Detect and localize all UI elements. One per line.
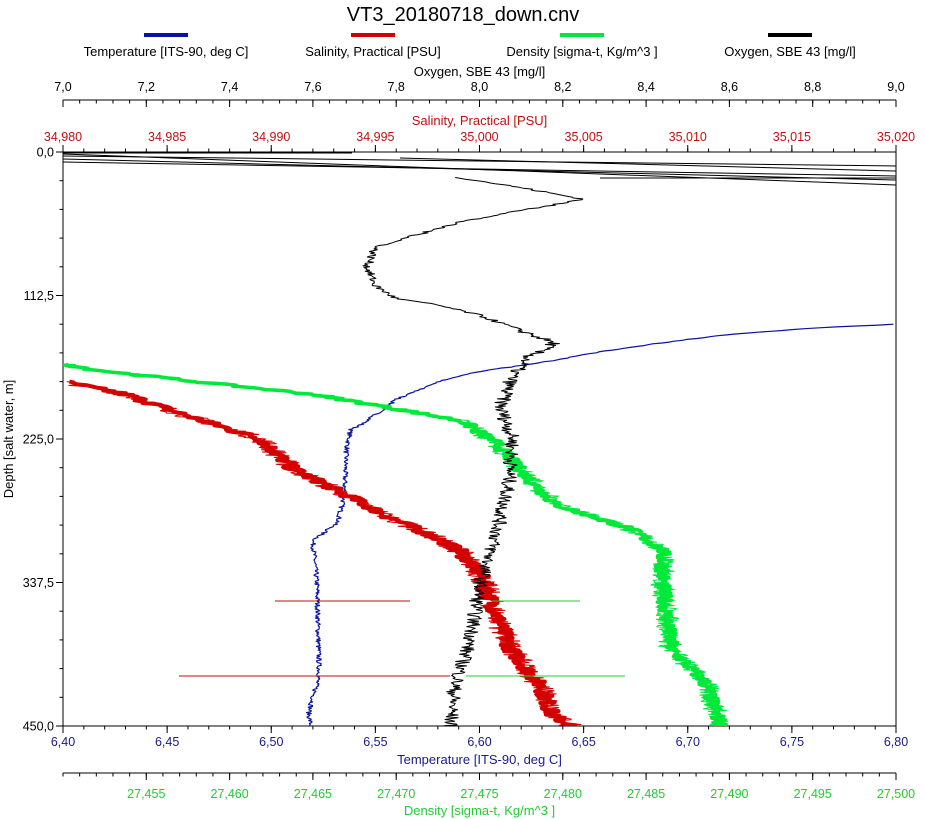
salinity-tick-label-6: 35,010 [669,130,707,144]
density-axis-title: Density [sigma-t, Kg/m^3 ] [404,803,555,818]
temperature-tick-label-0: 6,40 [51,735,75,749]
depth-tick-label-4: 450,0 [23,720,54,734]
series-salinity [66,379,582,726]
legend-label-3: Oxygen, SBE 43 [mg/l] [724,44,856,59]
density-tick-label-5: 27,480 [544,787,582,801]
density-tick-label-6: 27,485 [627,787,665,801]
legend-label-1: Salinity, Practical [PSU] [305,44,441,59]
salinity-tick-label-7: 35,015 [773,130,811,144]
surface-spikes [63,152,896,677]
plot-frame [62,151,897,727]
oxygen-tick-label-0: 7,0 [54,80,71,94]
oxygen-tick-label-9: 8,8 [804,80,821,94]
salinity-tick-label-8: 35,020 [877,130,915,144]
series-temperature [305,323,894,726]
temperature-tick-label-5: 6,65 [571,735,595,749]
oxygen-spike-4 [399,157,896,172]
oxygen-tick-label-2: 7,4 [221,80,238,94]
series-density [63,362,729,726]
salinity-tick-label-3: 34,995 [356,130,394,144]
oxygen-tick-label-7: 8,4 [637,80,654,94]
depth-tick-label-1: 112,5 [24,289,54,303]
density-tick-label-1: 27,460 [210,787,248,801]
density-tick-label-3: 27,470 [377,787,415,801]
oxygen-tick-label-10: 9,0 [887,80,904,94]
density-tick-label-2: 27,465 [294,787,332,801]
density-tick-label-0: 27,455 [127,787,165,801]
density-tick-label-9: 27,500 [877,787,915,801]
temperature-tick-label-3: 6,55 [363,735,387,749]
density-tick-label-7: 27,490 [710,787,748,801]
density-tick-label-8: 27,495 [794,787,832,801]
series-jitter-salinity [66,381,582,726]
series-line-temperature [305,323,894,726]
temperature-tick-label-6: 6,70 [676,735,700,749]
salinity-axis-title: Salinity, Practical [PSU] [412,113,548,128]
depth-tick-label-0: 0,0 [37,146,54,160]
oxygen-spike-1 [63,155,896,167]
axes: 7,0 7,2 7,4 7,6 7,8 8,0 8,2 8,4 8,6 8,8 9,0 Oxygen,… [1,64,915,818]
depth-tick-label-3: 337,5 [23,576,54,590]
temperature-axis-title: Temperature [ITS-90, deg C] [397,752,562,767]
salinity-tick-label-5: 35,005 [565,130,603,144]
temperature-tick-label-7: 6,75 [780,735,804,749]
series-line-salinity [68,379,578,726]
series-line-oxygen [362,177,584,726]
temperature-tick-label-1: 6,45 [155,735,179,749]
oxygen-spike-5 [63,153,896,186]
salinity-tick-label-0: 34,980 [44,130,82,144]
series-jitter-density [63,363,729,726]
temperature-tick-label-4: 6,60 [467,735,491,749]
oxygen-axis-title: Oxygen, SBE 43 [mg/l] [414,64,546,79]
oxygen-tick-label-1: 7,2 [138,80,155,94]
density-tick-label-4: 27,475 [460,787,498,801]
series-line-density [63,362,728,726]
depth-tick-label-2: 225,0 [23,433,54,447]
plot-area [63,152,896,726]
oxygen-tick-label-3: 7,6 [304,80,321,94]
oxygen-tick-label-5: 8,0 [471,80,488,94]
salinity-tick-label-1: 34,985 [148,130,186,144]
temperature-tick-label-2: 6,50 [259,735,283,749]
depth-axis-title: Depth [salt water, m] [1,380,16,499]
legend-label-2: Density [sigma-t, Kg/m^3 ] [506,44,657,59]
legend: Temperature [ITS-90, deg C] Salinity, Pra… [84,33,856,59]
oxygen-tick-label-4: 7,8 [388,80,405,94]
chart-title: VT3_20180718_down.cnv [347,4,579,26]
salinity-tick-label-4: 35,000 [460,130,498,144]
temperature-tick-label-8: 6,80 [884,735,908,749]
oxygen-tick-label-8: 8,6 [721,80,738,94]
legend-label-0: Temperature [ITS-90, deg C] [84,44,249,59]
series-oxygen [362,177,584,726]
salinity-tick-label-2: 34,990 [252,130,290,144]
oxygen-tick-label-6: 8,2 [554,80,571,94]
